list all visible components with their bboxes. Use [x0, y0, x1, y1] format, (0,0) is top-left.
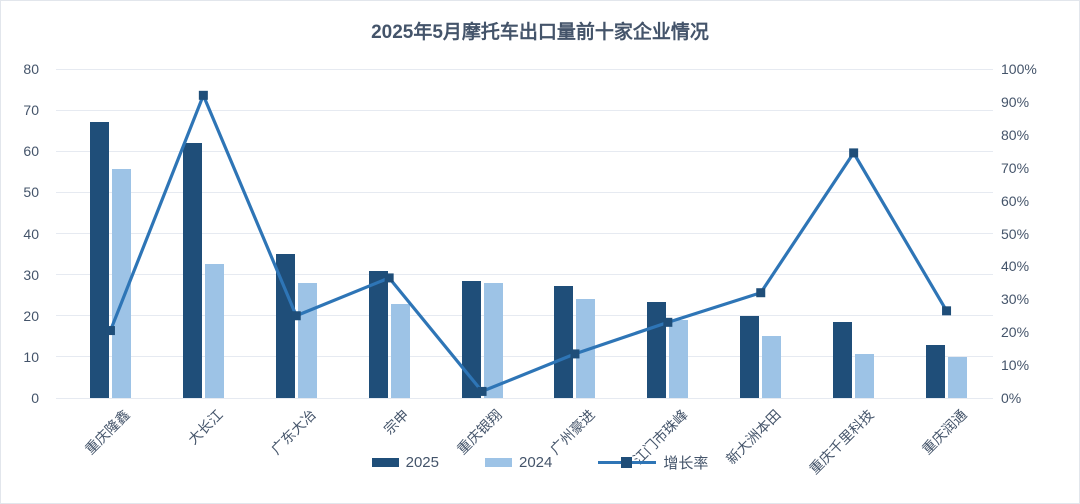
- bar-2024: [669, 319, 689, 398]
- bar-2025: [368, 270, 388, 398]
- gridline: [56, 233, 993, 234]
- y-left-tick: 0: [31, 390, 39, 406]
- line-marker: [756, 288, 766, 298]
- bar-2024: [111, 168, 131, 398]
- y-right-tick: 0%: [1001, 390, 1022, 406]
- line-marker: [477, 386, 487, 396]
- y-right-tick: 100%: [1001, 61, 1037, 77]
- y-left-tick: 20: [23, 307, 39, 324]
- bar-2025: [554, 285, 574, 398]
- y-right-tick: 80%: [1001, 126, 1030, 143]
- x-category-label: 重庆银翔: [453, 406, 505, 458]
- bar-2025: [89, 122, 109, 398]
- x-category-label: 广州豪进: [546, 406, 598, 458]
- bar-2024: [204, 264, 224, 398]
- y-right-tick: 60%: [1001, 192, 1030, 209]
- line-marker: [105, 326, 115, 336]
- y-right-tick: 40%: [1001, 258, 1030, 275]
- y-right-tick: 70%: [1001, 159, 1030, 176]
- gridline: [56, 109, 993, 111]
- y-left-tick: 50: [23, 184, 39, 201]
- y-left-tick: 70: [23, 102, 39, 119]
- line-marker: [291, 311, 301, 321]
- line-marker: [942, 306, 952, 316]
- bar-2024: [762, 335, 782, 398]
- bar-2025: [182, 143, 202, 398]
- x-category-label: 广东大冶: [268, 406, 319, 458]
- line-marker: [198, 90, 208, 100]
- legend-item: 增长率: [598, 452, 708, 473]
- y-right-tick: 30%: [1001, 291, 1030, 308]
- legend-item: 2024: [484, 454, 553, 471]
- line-marker: [663, 317, 673, 327]
- y-right-tick: 10%: [1001, 357, 1030, 374]
- bar-2024: [390, 304, 410, 398]
- gridline: [56, 191, 993, 193]
- bar-2025: [740, 315, 760, 398]
- y-right-tick: 90%: [1001, 93, 1030, 110]
- bar-2024: [948, 356, 968, 398]
- y-left-tick: 80: [23, 61, 39, 77]
- bar-2025: [461, 280, 481, 398]
- x-category-label: 重庆隆鑫: [82, 406, 134, 458]
- plot-area: [56, 68, 993, 399]
- legend-bar-swatch: [484, 458, 512, 467]
- bar-2024: [855, 354, 875, 398]
- y-left-tick: 40: [23, 225, 39, 242]
- chart-title: 2025年5月摩托车出口量前十家企业情况: [371, 22, 709, 43]
- legend-label: 2024: [518, 454, 553, 471]
- bar-2025: [833, 321, 853, 398]
- legend-item: 2025: [371, 454, 439, 471]
- gridline: [56, 356, 993, 358]
- gridline: [56, 68, 993, 70]
- line-marker: [570, 349, 580, 359]
- legend-line-swatch: [598, 457, 657, 468]
- gridline: [56, 274, 993, 276]
- x-category-label: 大长江: [185, 406, 227, 448]
- bar-2025: [275, 254, 295, 398]
- legend-line-marker: [621, 457, 633, 468]
- line-path: [108, 93, 948, 394]
- bar-2025: [926, 345, 946, 398]
- y-right-tick: 20%: [1001, 324, 1030, 341]
- y-right-tick: 50%: [1001, 225, 1030, 242]
- y-left-tick: 60: [23, 143, 39, 160]
- gridline: [56, 150, 993, 152]
- gridline: [56, 315, 993, 317]
- legend-label: 2025: [405, 454, 439, 471]
- y-left-tick: 30: [23, 266, 39, 283]
- legend-label: 增长率: [663, 455, 709, 472]
- y-left-tick: 10: [23, 348, 39, 365]
- line-marker: [384, 273, 394, 283]
- legend-bar-swatch: [371, 458, 399, 467]
- x-category-label: 重庆润通: [918, 406, 970, 458]
- line-marker: [849, 148, 859, 158]
- bar-2024: [483, 282, 503, 398]
- x-category-label: 宗申: [380, 406, 412, 438]
- legend: 2025 2024 增长率: [1, 452, 1079, 473]
- gridline: [56, 397, 993, 399]
- growth-rate-line: [105, 90, 952, 396]
